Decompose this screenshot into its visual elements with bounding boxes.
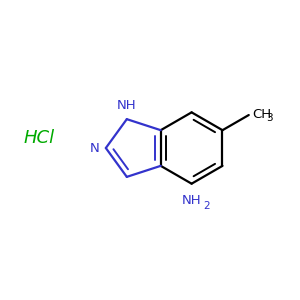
Text: HCl: HCl	[23, 129, 55, 147]
Text: NH: NH	[117, 99, 136, 112]
Text: 3: 3	[266, 113, 273, 123]
Text: N: N	[90, 142, 100, 154]
Text: CH: CH	[253, 107, 272, 121]
Text: NH: NH	[182, 194, 201, 207]
Text: 2: 2	[203, 201, 210, 211]
